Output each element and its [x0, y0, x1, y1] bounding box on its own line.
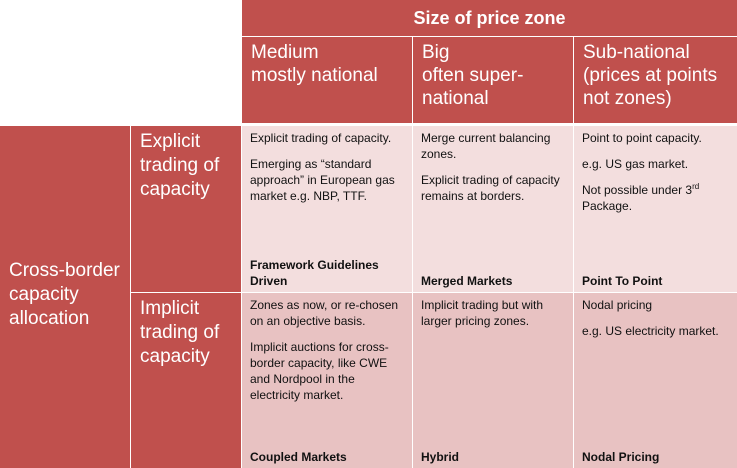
cell-text: Not possible under 3rd Package. [582, 182, 731, 214]
row-group-header: Cross-border capacity allocation [0, 126, 130, 468]
row-header-implicit: Implicit trading of capacity [131, 293, 241, 468]
cell-text: Emerging as “standard approach” in Europ… [250, 157, 395, 203]
cell-explicit-sub-national: Point to point capacity. e.g. US gas mar… [574, 126, 737, 292]
column-header-medium: Medium mostly national [242, 37, 412, 123]
column-header-sub-national: Sub-national (prices at points not zones… [574, 37, 737, 123]
cell-text: e.g. US electricity market. [582, 324, 719, 338]
ordinal-suffix: rd [692, 182, 700, 191]
row-group-line3: allocation [9, 308, 90, 329]
row-header-explicit: Explicit trading of capacity [131, 126, 241, 292]
column-header-sub-national-line2: (prices at points [583, 65, 718, 86]
cell-footer-line2: Driven [250, 274, 288, 288]
column-header-sub-national-line3: not zones) [583, 88, 672, 109]
row-group-line2: capacity [9, 284, 79, 305]
row-group-line1: Cross-border [9, 260, 120, 281]
column-header-big-line2: often super- [422, 65, 524, 86]
table-title: Size of price zone [242, 0, 737, 36]
column-header-sub-national-line1: Sub-national [583, 42, 690, 63]
row-header-implicit-line2: trading of [140, 322, 220, 343]
column-header-medium-line1: Medium [251, 42, 319, 63]
column-header-big-line3: national [422, 88, 489, 109]
cell-footer: Point To Point [582, 273, 662, 289]
cell-text: Zones as now, or re-chosen on an objecti… [250, 298, 399, 328]
cell-text: e.g. US gas market. [582, 157, 689, 171]
row-header-explicit-line1: Explicit [140, 131, 201, 152]
cell-text: Nodal pricing [582, 298, 653, 312]
row-header-implicit-line1: Implicit [140, 298, 200, 319]
cell-text: Explicit trading of capacity remains at … [421, 173, 560, 203]
cell-footer: Nodal Pricing [582, 450, 660, 464]
cell-footer: Framework Guidelines Driven [250, 257, 379, 289]
cell-footer-line2: Merged Markets [421, 274, 513, 288]
cell-text-part: Package. [582, 199, 633, 213]
cell-implicit-big: Implicit trading but with larger pricing… [413, 293, 573, 468]
row-header-explicit-line2: trading of [140, 155, 220, 176]
row-header-implicit-line3: capacity [140, 346, 210, 367]
cell-footer: Merged Markets [421, 273, 512, 289]
cell-text-part: Not possible under 3 [582, 183, 693, 197]
cell-explicit-big: Merge current balancing zones. Explicit … [413, 126, 573, 292]
cell-text: Merge current balancing zones. [421, 131, 551, 161]
cell-explicit-medium: Explicit trading of capacity. Emerging a… [242, 126, 412, 292]
cell-text: Point to point capacity. [582, 131, 702, 145]
cell-footer: Coupled Markets [250, 450, 347, 464]
cell-footer: Hybrid [421, 450, 460, 464]
cell-text: Implicit trading but with larger pricing… [421, 298, 544, 328]
cell-footer-line1: Framework Guidelines [250, 258, 379, 272]
cell-implicit-sub-national: Nodal pricing e.g. US electricity market… [574, 293, 737, 468]
cell-text: Implicit auctions for cross-border capac… [250, 340, 389, 402]
cell-implicit-medium: Zones as now, or re-chosen on an objecti… [242, 293, 412, 468]
cell-text: Explicit trading of capacity. [250, 131, 392, 145]
row-header-explicit-line3: capacity [140, 179, 210, 200]
column-header-big-line1: Big [422, 42, 450, 63]
column-header-big: Big often super- national [413, 37, 573, 123]
column-header-medium-line2: mostly national [251, 65, 378, 86]
cell-footer-line2: Point To Point [582, 274, 663, 288]
